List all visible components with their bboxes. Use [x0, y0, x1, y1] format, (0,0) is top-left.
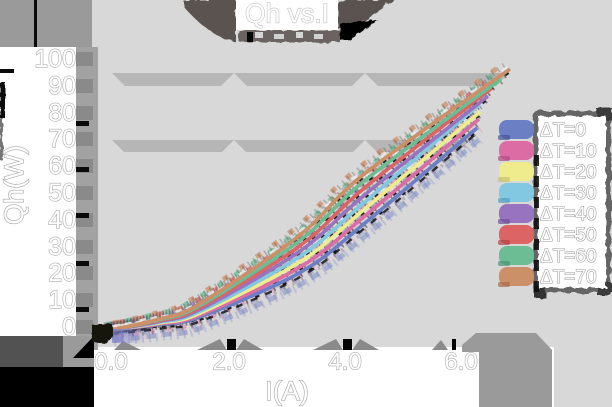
svg-text:40: 40 [48, 206, 76, 234]
svg-text:100: 100 [34, 45, 76, 73]
svg-text:0: 0 [62, 313, 76, 341]
svg-text:ΔT=10: ΔT=10 [540, 141, 597, 162]
svg-text:ΔT=60: ΔT=60 [540, 246, 597, 267]
svg-text:6.0: 6.0 [444, 349, 477, 376]
svg-text:Qh(W): Qh(W) [0, 145, 29, 224]
svg-text:I(A): I(A) [265, 376, 309, 406]
svg-text:30: 30 [48, 233, 76, 261]
svg-text:ΔT=50: ΔT=50 [540, 225, 597, 246]
svg-text:60: 60 [48, 152, 76, 180]
svg-text:Qh vs.I: Qh vs.I [245, 0, 329, 29]
svg-text:4.0: 4.0 [328, 349, 361, 376]
svg-text:20: 20 [48, 259, 76, 287]
svg-text:0.0: 0.0 [94, 349, 127, 376]
svg-text:ΔT=20: ΔT=20 [540, 162, 597, 183]
svg-text:2.0: 2.0 [212, 349, 245, 376]
svg-text:90: 90 [48, 72, 76, 100]
svg-text:10: 10 [48, 286, 76, 314]
svg-text:70: 70 [48, 125, 76, 153]
svg-text:50: 50 [48, 179, 76, 207]
svg-text:ΔT=40: ΔT=40 [540, 204, 597, 225]
svg-text:ΔT=0: ΔT=0 [540, 120, 586, 141]
svg-text:80: 80 [48, 99, 76, 127]
svg-text:ΔT=70: ΔT=70 [540, 267, 597, 288]
svg-text:ΔT=30: ΔT=30 [540, 183, 597, 204]
